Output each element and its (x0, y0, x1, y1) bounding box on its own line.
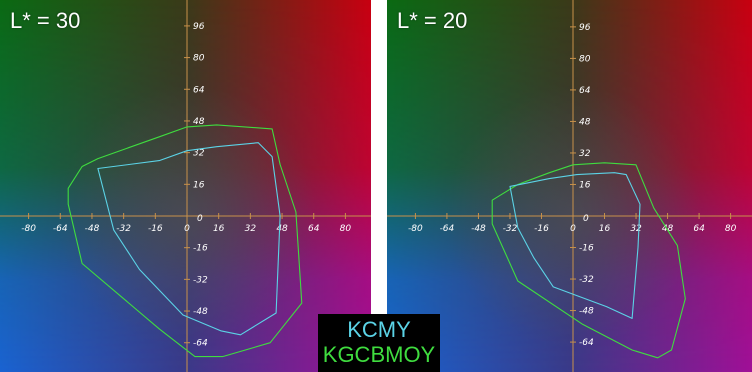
y-tick-label: 32 (579, 149, 591, 159)
x-tick-label: 48 (662, 224, 674, 234)
x-tick-label: 32 (245, 224, 257, 234)
x-tick-label: -48 (85, 224, 100, 234)
chart-svg-l20: -80 -64 -48 -32 -16 0 16 32 48 64 80968064483216-1… (387, 0, 752, 372)
x-tick-label: -16 (534, 224, 549, 234)
y-tick-label: 48 (579, 117, 591, 127)
x-tick-label: 48 (276, 224, 288, 234)
y-tick-label-zero: 0 (197, 214, 203, 224)
chart-svg-l30: -80 -64 -48 -32 -16 0 16 32 48 64 80968064483216-1… (0, 0, 371, 372)
x-tick-label: -16 (148, 224, 163, 234)
x-tick-label: -32 (116, 224, 131, 234)
chart-title-l20: L* = 20 (397, 8, 468, 33)
y-tick-label: 64 (579, 86, 591, 96)
x-tick-label: -32 (503, 224, 518, 234)
x-tick-label: -80 (408, 224, 423, 234)
y-tick-label: 96 (579, 23, 591, 33)
y-tick-label: 16 (579, 180, 591, 190)
chart-panel-l30: -80 -64 -48 -32 -16 0 16 32 48 64 80 96 80 64 48 32 16 -1… (0, 0, 371, 372)
y-tick-label: 16 (193, 180, 205, 190)
legend-label-kcmy: KCMY (347, 317, 411, 342)
x-tick-label: -64 (53, 224, 68, 234)
x-tick-label: 80 (725, 224, 737, 234)
y-tick-label: -16 (193, 244, 208, 254)
y-tick-label: -32 (193, 275, 208, 285)
y-tick-label: 64 (193, 85, 205, 95)
y-tick-label: 96 (193, 22, 205, 32)
gamut-outline-kcmy (97, 142, 281, 336)
x-tick-label: 16 (213, 224, 225, 234)
y-tick-label: -48 (579, 307, 594, 317)
x-tick-label: 64 (308, 224, 320, 234)
y-tick-label: -16 (579, 244, 594, 254)
x-tick-label: 80 (340, 224, 352, 234)
x-tick-label: -80 (21, 224, 36, 234)
chart-panel-l20: -80 -64 -48 -32 -16 0 16 32 48 64 80 96 80 64 48 32 16 -1… (387, 0, 752, 372)
y-tick-label: 32 (193, 149, 205, 159)
gamut-outline-kgcbmoy (67, 124, 303, 358)
legend-label-kgcbmoy: KGCBMOY (322, 342, 436, 367)
gamut-outline-kgcbmoy (491, 162, 686, 359)
y-tick-label-zero: 0 (583, 214, 589, 224)
background-center (0, 0, 371, 372)
y-tick-label: -32 (579, 275, 594, 285)
y-tick-label: 80 (579, 54, 591, 64)
x-tick-label: 0 (184, 224, 190, 234)
y-tick-label: -48 (193, 307, 208, 317)
x-tick-label: 32 (630, 224, 642, 234)
x-tick-label: -48 (471, 224, 486, 234)
x-tick-label: 16 (599, 224, 611, 234)
gamut-outline-kcmy (509, 172, 641, 319)
y-tick-label: 80 (193, 54, 205, 64)
background-center (387, 0, 752, 372)
legend-box: KCMY KGCBMOY (318, 314, 440, 372)
y-tick-label: -64 (193, 339, 208, 349)
x-tick-label: 64 (693, 224, 705, 234)
y-tick-label: -64 (579, 338, 594, 348)
y-tick-label: 48 (193, 117, 205, 127)
chart-title-l30: L* = 30 (10, 8, 81, 33)
x-tick-label: -64 (440, 224, 455, 234)
x-tick-label: 0 (570, 224, 576, 234)
